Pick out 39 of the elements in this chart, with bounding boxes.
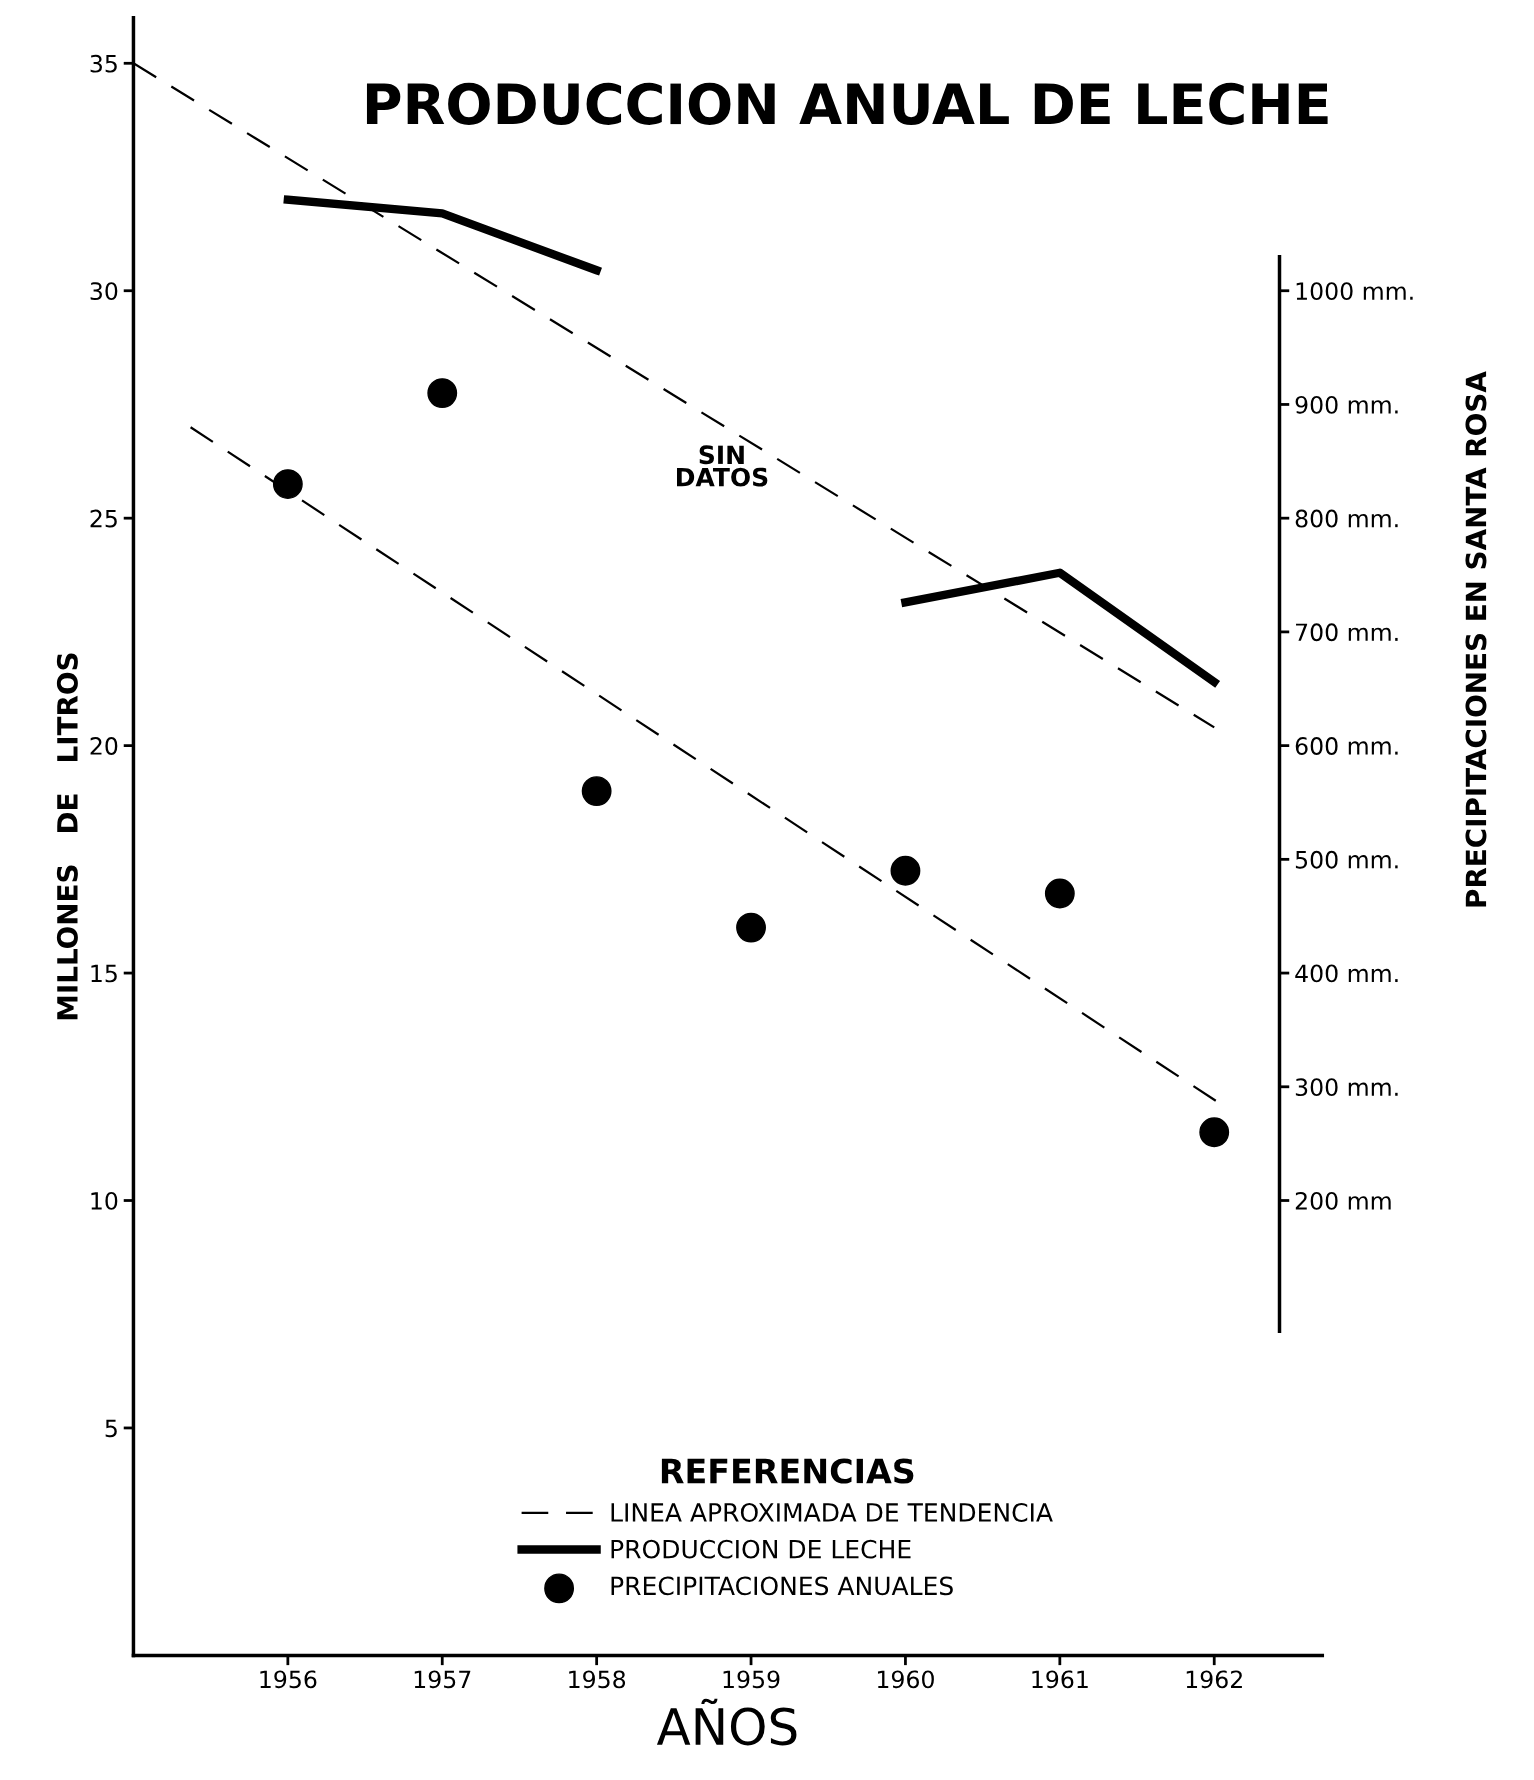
point — [890, 855, 921, 886]
point — [736, 912, 766, 943]
legend-label: PRODUCCION DE LECHE — [611, 1539, 911, 1559]
annotation: SIN DATOS — [677, 445, 768, 487]
x-tick-label: 1957 — [414, 1670, 471, 1689]
legend-title: REFERENCIAS — [661, 1458, 914, 1484]
x-tick-label: 1956 — [260, 1670, 317, 1689]
point — [1044, 878, 1075, 909]
point — [1199, 1117, 1230, 1148]
x-axis-title: AÑOS — [656, 1698, 797, 1746]
point — [581, 776, 612, 807]
point — [427, 378, 458, 409]
y2-tick-label: 500 mm. — [1295, 850, 1398, 869]
x-tick-label: 1961 — [1032, 1670, 1088, 1689]
y2-axis-title: PRECIPITACIONES EN SANTA ROSA — [1465, 371, 1487, 907]
y-tick-label: 25 — [90, 509, 117, 528]
y2-tick-label: 400 mm. — [1295, 964, 1398, 983]
y-axis-title: MILLONES DE LITROS — [56, 653, 78, 1020]
y-tick-label: 35 — [90, 54, 117, 73]
y-tick-label: 30 — [90, 282, 118, 301]
text: PRODUCCION ANUAL DE LECHE — [366, 82, 1328, 125]
y-tick-label: 15 — [91, 964, 117, 983]
point — [272, 469, 303, 499]
y2-tick-label: 1000 mm. — [1296, 282, 1413, 301]
x-tick-label: 1962 — [1186, 1670, 1242, 1689]
y2-tick-label: 900 mm. — [1295, 395, 1398, 414]
y2-tick-label: 200 mm — [1295, 1191, 1391, 1210]
y2-tick-label: 700 mm. — [1296, 623, 1398, 642]
y2-tick-label: 300 mm. — [1295, 1078, 1398, 1097]
y-tick-label: 10 — [91, 1191, 118, 1210]
y2-tick-label: 600 mm. — [1295, 737, 1398, 755]
x-tick-label: 1960 — [877, 1670, 934, 1689]
x-tick-label: 1959 — [723, 1670, 780, 1689]
y2-tick-label: 800 mm. — [1295, 509, 1398, 528]
y-tick-label: 5 — [105, 1419, 117, 1438]
x-tick-label: 1958 — [569, 1670, 626, 1689]
legend-label: LINEA APROXIMADA DE TENDENCIA — [611, 1503, 1053, 1522]
y-tick-label: 20 — [90, 737, 118, 755]
legend-label: PRECIPITACIONES ANUALES — [611, 1576, 953, 1596]
